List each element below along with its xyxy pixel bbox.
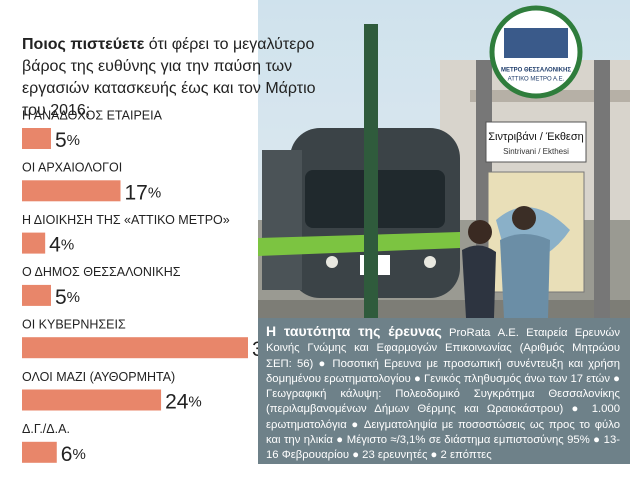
title-text: ότι φέρει το μεγαλύτερο βάρος της ευθύνη…	[22, 36, 316, 119]
chart-title: Ποιος πιστεύετε ότι φέρει το μεγαλύτερο …	[22, 34, 322, 122]
value-unit: %	[188, 393, 201, 410]
value-label: 5%	[55, 129, 80, 152]
value-number: 17	[125, 181, 148, 204]
value-unit: %	[67, 132, 80, 149]
value-unit: %	[67, 289, 80, 306]
value-number: 24	[165, 390, 189, 413]
category-label: ΟΙ ΚΥΒΕΡΝΗΣΕΙΣ	[22, 317, 126, 331]
photo: ΜΕΤΡΟ ΘΕΣΣΑΛΟΝΙΚΗΣ ΑΤΤΙΚΟ ΜΕΤΡΟ Α.Ε. Σιν…	[258, 0, 630, 318]
bar	[22, 232, 46, 254]
category-label: Δ.Γ./Δ.Α.	[22, 422, 70, 436]
value-unit: %	[148, 184, 161, 201]
survey-box: Η ταυτότητα της έρευνας ProRata Α.Ε. Ετα…	[258, 318, 630, 464]
value-number: 4	[49, 233, 61, 256]
value-label: 24%	[165, 390, 202, 413]
survey-text: ProRata Α.Ε. Εταιρεία Ερευνών Κοινής Γνώ…	[266, 327, 621, 462]
value-label: 4%	[49, 233, 74, 256]
category-label: Η ΑΝΑΔΟΧΟΣ ΕΤΑΙΡΕΙΑ	[22, 108, 163, 122]
title-lead: Ποιος πιστεύετε	[22, 36, 145, 53]
bar	[22, 128, 51, 149]
value-label: 6%	[61, 442, 86, 465]
sign-text: ΑΤΤΙΚΟ ΜΕΤΡΟ Α.Ε.	[508, 77, 565, 83]
bar	[22, 337, 248, 359]
value-number: 6	[61, 442, 73, 465]
value-unit: %	[61, 237, 74, 254]
value-label: 17%	[125, 181, 162, 204]
bar	[22, 180, 121, 202]
bar	[22, 389, 162, 411]
station-name: Σιντριβάνι / Έκθεση	[488, 131, 584, 143]
bar	[22, 284, 51, 306]
category-label: Η ΔΙΟΙΚΗΣΗ ΤΗΣ «ΑΤΤΙΚΟ ΜΕΤΡΟ»	[22, 213, 230, 227]
survey-title: Η ταυτότητα της έρευνας	[266, 323, 442, 339]
station-name-latin: Sintrivani / Ekthesi	[503, 147, 569, 156]
category-label: Ο ΔΗΜΟΣ ΘΕΣΣΑΛΟΝΙΚΗΣ	[22, 265, 181, 279]
sign-text: ΜΕΤΡΟ ΘΕΣΣΑΛΟΝΙΚΗΣ	[501, 68, 571, 74]
value-number: 5	[55, 129, 67, 152]
value-number: 5	[55, 285, 67, 308]
bar	[22, 441, 57, 463]
category-label: ΟΛΟΙ ΜΑΖΙ (ΑΥΘΟΡΜΗΤΑ)	[22, 370, 175, 384]
category-label: ΟΙ ΑΡΧΑΙΟΛΟΓΟΙ	[22, 161, 122, 175]
value-unit: %	[72, 446, 85, 463]
value-label: 5%	[55, 285, 80, 308]
